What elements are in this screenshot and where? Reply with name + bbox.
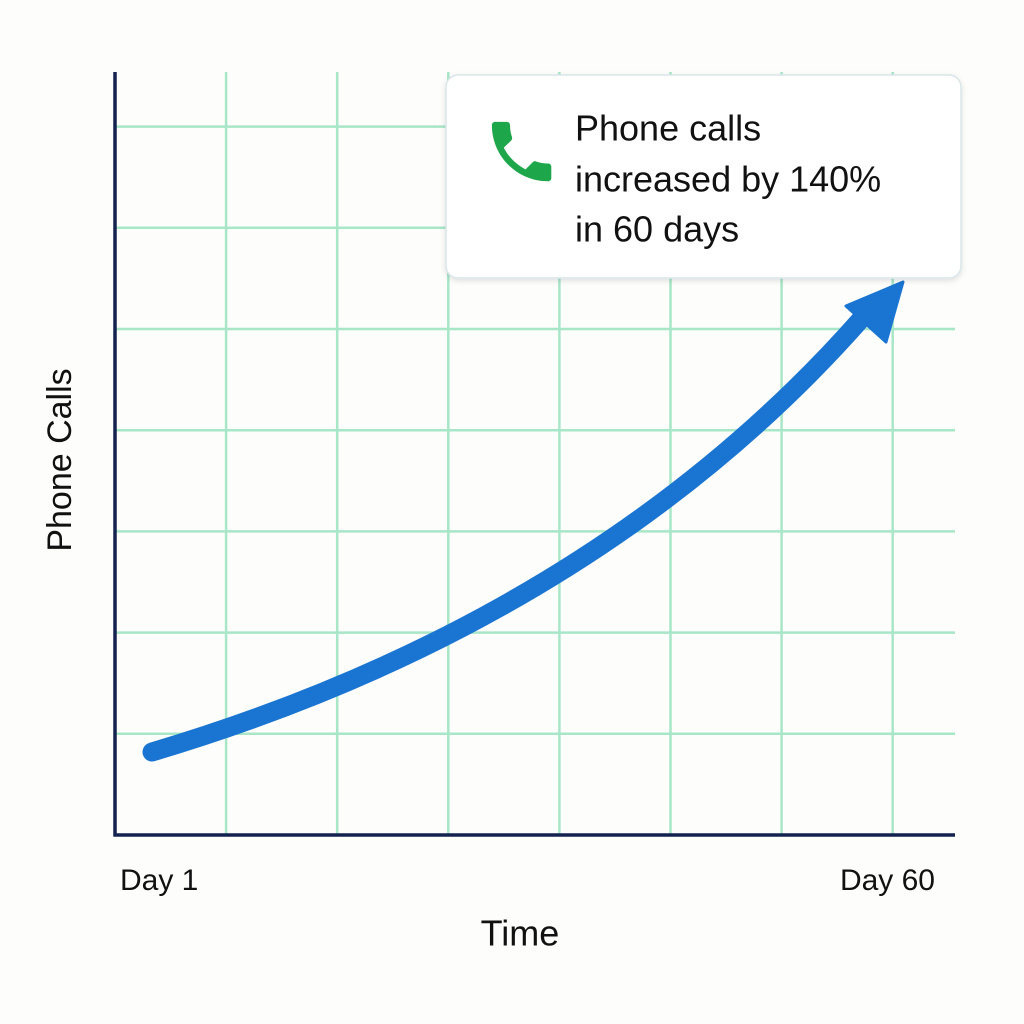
phone-icon [491, 121, 552, 182]
annotation-line: increased by 140% [575, 159, 881, 200]
annotation-box [445, 74, 962, 279]
y-axis-label: Phone Calls [41, 368, 79, 551]
arrow-head [844, 280, 905, 344]
x-axis-label: Time [481, 913, 560, 954]
x-tick-label: Day 60 [840, 864, 935, 897]
annotation-line: in 60 days [575, 209, 739, 250]
annotation-line: Phone calls [575, 108, 761, 149]
axes: Day 1 Day 60 [113, 72, 955, 897]
x-tick-label: Day 1 [120, 864, 198, 897]
curve-line [142, 308, 872, 762]
trend-curve [142, 280, 905, 762]
